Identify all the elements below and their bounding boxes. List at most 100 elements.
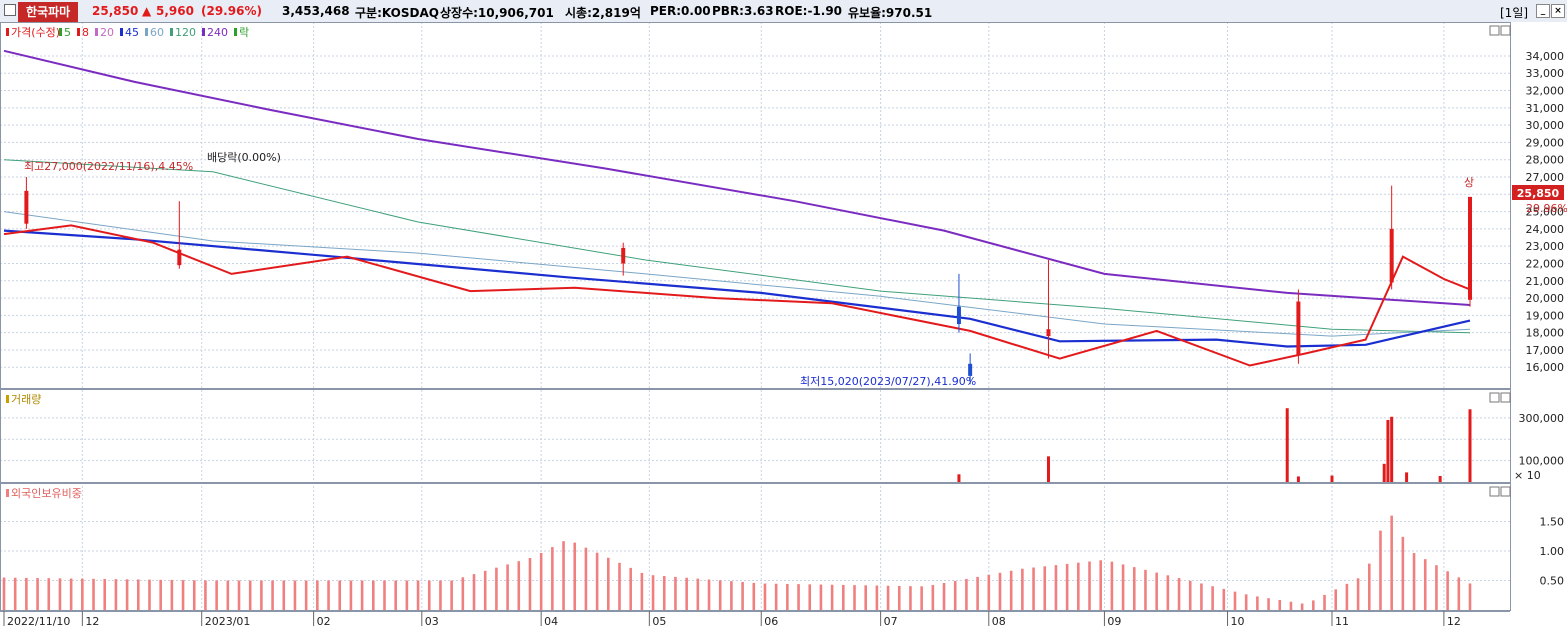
foreign-ratio-bar [662, 576, 666, 610]
legend-swatch [6, 28, 9, 36]
foreign-ratio-bar [551, 547, 554, 610]
price-tick-label: 22,000 [1526, 257, 1565, 270]
foreign-ratio-bar [808, 584, 812, 610]
foreign-tick-label: 0.50 [1540, 575, 1565, 588]
volume-bar [1330, 475, 1334, 482]
foreign-ratio-bar [472, 574, 476, 610]
foreign-legend[interactable]: 외국인보유비중 [6, 487, 82, 500]
dividend-annotation: 배당락(0.00%) [207, 151, 281, 164]
foreign-ratio-bar [931, 585, 935, 610]
date-tick-label: 04 [544, 615, 558, 628]
foreign-ratio-bar [976, 576, 979, 610]
foreign-ratio-bar [114, 579, 118, 610]
date-tick-label: 2022/11/10 [7, 615, 70, 628]
foreign-ratio-bar [1379, 530, 1382, 610]
panel-minimize-icon[interactable] [1489, 486, 1500, 497]
foreign-ratio-bar [774, 583, 778, 610]
date-tick-label: 05 [652, 615, 666, 628]
period-selector[interactable]: [1일] [1500, 6, 1529, 20]
price-tick-label: 31,000 [1526, 102, 1565, 115]
foreign-ratio-bar [360, 580, 364, 610]
legend-swatch [95, 28, 98, 36]
foreign-ratio-bar [260, 580, 263, 610]
legend-swatch [77, 28, 80, 36]
volume-legend[interactable]: 거래량 [6, 393, 41, 406]
panel-maximize-icon[interactable] [1500, 25, 1511, 36]
volume-bar [1296, 476, 1300, 482]
foreign-ratio-bar [786, 583, 789, 610]
panel-minimize-icon[interactable] [1489, 392, 1500, 403]
foreign-ratio-bar [1468, 583, 1472, 610]
foreign-ratio-bar [1121, 564, 1125, 610]
price-tick-label: 24,000 [1526, 223, 1565, 236]
foreign-ratio-bar [1211, 586, 1214, 610]
foreign-ratio-bar [819, 584, 823, 610]
limit-up-marker: 상 [1464, 176, 1474, 189]
market-type: 구분:KOSDAQ [355, 6, 439, 20]
foreign-ratio-bar [595, 552, 599, 610]
current-price: 25,850 [92, 4, 139, 18]
ma45-line [3, 229, 1471, 348]
foreign-ratio-bar [741, 582, 744, 610]
foreign-ratio-bar [1021, 568, 1024, 610]
foreign-ratio-bar [573, 542, 577, 610]
foreign-ratio-bar [304, 580, 308, 610]
foreign-ratio-bar [920, 586, 923, 610]
close-icon[interactable]: × [1551, 4, 1565, 18]
candle-body [177, 249, 182, 266]
foreign-panel-buttons[interactable] [1489, 486, 1511, 497]
legend-swatch [202, 28, 205, 36]
foreign-ratio-bar [1423, 559, 1427, 610]
menu-checkbox[interactable] [4, 4, 16, 16]
volume-bar [1468, 409, 1472, 482]
market-cap: 시총:2,819억 [565, 6, 641, 20]
minimize-icon[interactable]: _ [1536, 4, 1550, 18]
foreign-ratio-bar [1144, 569, 1147, 610]
foreign-ratio-bar [965, 578, 968, 610]
foreign-ratio-bar [651, 575, 655, 610]
date-tick-label: 09 [1107, 615, 1121, 628]
foreign-ratio-bar [1334, 589, 1338, 610]
retention-ratio: 유보율:970.51 [848, 6, 933, 20]
stock-name[interactable]: 한국파마 [18, 2, 79, 22]
price-panel-buttons[interactable] [1489, 25, 1511, 36]
date-tick-label: 12 [1447, 615, 1461, 628]
foreign-ratio-bar [349, 580, 353, 610]
foreign-ratio-bar [192, 580, 196, 610]
current-price-label: 25,850 [1517, 187, 1560, 200]
foreign-ratio-bar [136, 579, 140, 610]
foreign-ratio-bar [1177, 578, 1181, 610]
price-legend[interactable]: 가격(수정) 5 8 20 45 60 120 240 락 [6, 26, 249, 39]
date-tick-label: 06 [764, 615, 778, 628]
foreign-ratio-bar [159, 579, 162, 610]
foreign-ratio-bar [405, 580, 409, 610]
foreign-ratio-bar [316, 580, 319, 610]
date-tick-label: 07 [884, 615, 898, 628]
ma120-line [3, 159, 1471, 334]
current-percent-label: 29.96% [1526, 202, 1567, 215]
foreign-ratio-bar [394, 580, 397, 610]
moving-average-lines [3, 49, 1471, 367]
price-tick-label: 30,000 [1526, 119, 1565, 132]
foreign-ratio-bar [528, 557, 532, 610]
foreign-ratio-bar [1043, 566, 1047, 610]
volume-bar [1285, 408, 1289, 482]
ma240-line [3, 49, 1471, 306]
panel-minimize-icon[interactable] [1489, 25, 1500, 36]
foreign-ratio-bar [1289, 601, 1293, 610]
foreign-ratio-bar [1110, 561, 1114, 610]
foreign-ratio-bar [92, 578, 95, 610]
volume-panel-buttons[interactable] [1489, 392, 1511, 403]
foreign-ratio-bar [1435, 565, 1438, 610]
panel-maximize-icon[interactable] [1500, 486, 1511, 497]
legend-label: 60 [150, 26, 164, 39]
chart-canvas: 16,000 17,000 18,000 19,000 20,000 21,000 22,0… [0, 22, 1567, 630]
foreign-ratio-bar [371, 580, 375, 610]
volume-bar [1382, 463, 1386, 482]
foreign-ratio-bar [1009, 570, 1013, 610]
foreign-ratio-bar [1054, 565, 1058, 610]
foreign-ratio-bar [1132, 567, 1136, 610]
price-tick-label: 28,000 [1526, 154, 1565, 167]
foreign-tick-label: 1.50 [1540, 516, 1565, 529]
panel-maximize-icon[interactable] [1500, 392, 1511, 403]
